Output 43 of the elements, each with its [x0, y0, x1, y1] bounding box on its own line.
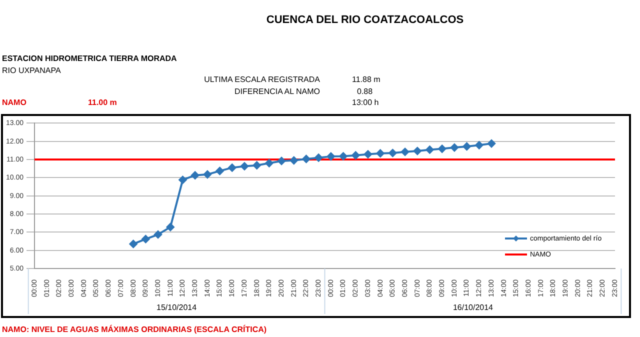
point: [290, 156, 298, 164]
point: [438, 144, 446, 153]
point: [129, 240, 138, 248]
chart-title: CUENCA DEL RIO COATZACOALCOS: [265, 14, 465, 26]
text: 13:00 h: [352, 98, 379, 107]
point: [475, 141, 484, 150]
text: 11.88 m: [352, 75, 380, 84]
point: [265, 159, 274, 168]
point: [191, 171, 200, 180]
point: [401, 148, 410, 156]
point: [314, 154, 323, 162]
point: [240, 162, 248, 170]
text: 16/10/2014: [452, 303, 494, 312]
point: [413, 146, 422, 155]
text: DIFERENCIA AL NAMO: [234, 87, 320, 96]
text: ULTIMA ESCALA REGISTRADA: [204, 75, 320, 84]
point: [462, 142, 471, 150]
point: [326, 152, 335, 160]
point: [487, 140, 496, 148]
point: [352, 151, 360, 160]
point: [302, 154, 310, 163]
point: [388, 148, 397, 157]
text: NAMO: NIVEL DE AGUAS MÁXIMAS ORDINARIAS (ESCALA CRÍTICA): [2, 325, 267, 334]
text: 0.88: [357, 87, 373, 96]
text: NAMO: [2, 98, 26, 107]
point: [142, 235, 150, 244]
point: [278, 156, 286, 165]
point: [154, 230, 162, 239]
point: [166, 223, 174, 232]
point: [252, 161, 261, 170]
point: [178, 176, 187, 184]
text: 15/10/2014: [156, 303, 198, 312]
point: [364, 150, 372, 158]
point: [228, 164, 236, 172]
point: [216, 166, 224, 175]
point: [203, 170, 212, 178]
point: [339, 152, 348, 160]
text: 11.00 m: [88, 98, 117, 107]
point: [376, 149, 384, 158]
point: [426, 146, 434, 154]
point: [450, 144, 458, 152]
text: ESTACION HIDROMETRICA TIERRA MORADA: [2, 54, 177, 63]
text: RIO UXPANAPA: [2, 66, 61, 75]
